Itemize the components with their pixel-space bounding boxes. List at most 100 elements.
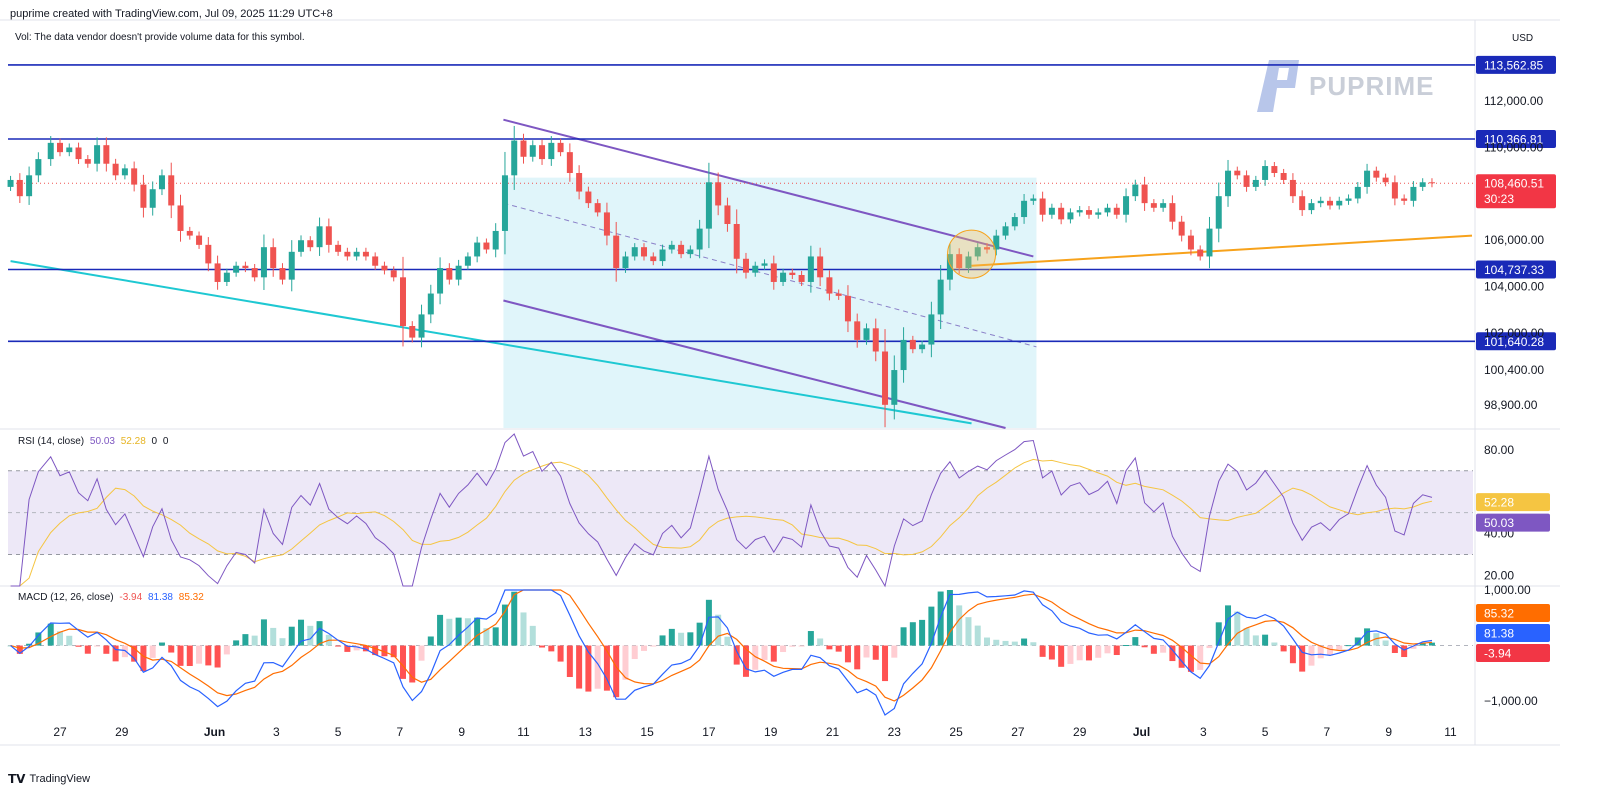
macd-histogram-bar: [1280, 645, 1287, 652]
macd-axis-tick: 1,000.00: [1484, 583, 1531, 597]
candle-body: [103, 145, 110, 164]
candle-body: [696, 228, 703, 250]
macd-histogram-bar: [279, 638, 286, 646]
macd-histogram-bar: [659, 635, 666, 646]
time-axis-tick: Jun: [204, 725, 225, 739]
macd-histogram-bar: [724, 636, 731, 646]
macd-histogram-bar: [335, 645, 342, 647]
macd-histogram-bar: [1113, 645, 1120, 656]
candle-body: [650, 256, 657, 262]
macd-histogram-bar: [26, 643, 33, 646]
candle-body: [974, 247, 981, 257]
candle-body: [186, 230, 193, 236]
candle-body: [1336, 200, 1343, 206]
candle-body: [335, 244, 342, 252]
candle-body: [437, 268, 444, 294]
macd-histogram-bar: [761, 645, 768, 660]
level-label-bg-0: [1476, 55, 1556, 74]
candle-body: [47, 142, 54, 160]
candle-body: [1410, 186, 1417, 201]
candle-body: [1373, 170, 1380, 178]
macd-histogram-bar: [1095, 645, 1102, 658]
macd-histogram-bar: [214, 645, 221, 668]
candle-body: [353, 251, 360, 257]
candle-body: [1085, 210, 1092, 215]
macd-histogram-bar: [399, 645, 406, 679]
macd-histogram-bar: [298, 619, 305, 646]
level-label-1: 110,366.81: [1484, 132, 1543, 146]
macd-histogram-bar: [696, 622, 703, 646]
candle-body: [1076, 210, 1083, 213]
candle-body: [557, 142, 564, 153]
candle-body: [1132, 184, 1139, 197]
candle-body: [1002, 226, 1009, 236]
macd-signal-label-bg: [1476, 604, 1550, 622]
macd-value-label-bg: [1476, 624, 1550, 642]
candle-body: [298, 240, 305, 252]
macd-histogram-bar: [770, 645, 777, 662]
candle-body: [1382, 177, 1389, 183]
candle-body: [399, 277, 406, 326]
puprime-logo-icon: [1257, 60, 1299, 112]
candle-body: [1326, 200, 1333, 206]
macd-legend-label: MACD (12, 26, close): [18, 592, 114, 603]
macd-histogram-bar: [817, 638, 824, 646]
time-axis-tick: 29: [1073, 725, 1087, 739]
macd-histogram-bar: [835, 645, 842, 652]
candle-body: [622, 256, 629, 269]
time-axis-tick: 27: [1011, 725, 1025, 739]
macd-histogram-bar: [511, 591, 518, 646]
macd-line: [10, 589, 1433, 716]
candle-body: [1197, 249, 1204, 257]
macd-histogram-bar: [1382, 640, 1389, 646]
level-label-bg-2: [1476, 260, 1556, 279]
footer-brand-text: TradingView: [29, 773, 91, 785]
candle-body: [789, 272, 796, 275]
macd-histogram-bar: [233, 640, 240, 646]
macd-histogram-bar: [1271, 642, 1278, 646]
macd-histogram-bar: [47, 623, 54, 646]
macd-histogram-bar: [1104, 645, 1111, 654]
candle-body: [900, 339, 907, 371]
macd-histogram-bar: [919, 619, 926, 646]
candle-body: [1428, 182, 1435, 184]
macd-histogram-bar: [418, 645, 425, 661]
candle-body: [891, 370, 898, 405]
rsi-legend-label: RSI (14, close): [18, 436, 85, 447]
candle-body: [177, 205, 184, 231]
time-axis-tick: 29: [115, 725, 129, 739]
currency-label: USD: [1512, 33, 1534, 44]
candle-body: [1187, 235, 1194, 250]
macd-histogram-bar: [928, 606, 935, 646]
macd-histogram-bar: [909, 622, 916, 646]
candle-body: [576, 173, 583, 192]
macd-histogram-bar: [427, 636, 434, 646]
price-axis-tick: 110,000.00: [1484, 141, 1543, 155]
macd-histogram-bar: [409, 645, 416, 683]
macd-histogram-bar: [251, 635, 258, 646]
candle-body: [1317, 200, 1324, 204]
time-axis-tick: 15: [640, 725, 654, 739]
macd-histogram-bar: [1354, 637, 1361, 646]
volume-note: Vol: The data vendor doesn't provide vol…: [15, 32, 305, 43]
macd-histogram-bar: [1058, 645, 1065, 667]
trendline-orange-support: [971, 234, 1473, 267]
macd-histogram-bar: [603, 645, 610, 691]
time-axis-tick: 3: [273, 725, 280, 739]
watermark-text: PUPRIME: [1309, 70, 1435, 101]
macd-histogram-bar: [687, 632, 694, 646]
macd-histogram-bar: [780, 645, 787, 653]
candle-body: [1067, 212, 1074, 220]
rsi-ma-label: 52.28: [1484, 496, 1514, 510]
macd-histogram-bar: [1187, 645, 1194, 672]
macd-histogram-bar: [1039, 645, 1046, 657]
candle-body: [844, 295, 851, 322]
candle-body: [325, 226, 332, 245]
macd-histogram-bar: [854, 645, 861, 670]
macd-histogram-bar: [956, 605, 963, 646]
candle-body: [594, 203, 601, 213]
chart-header-title: puprime created with TradingView.com, Ju…: [10, 8, 333, 20]
candle-countdown-label: 30:23: [1484, 192, 1514, 206]
candle-body: [761, 263, 768, 266]
